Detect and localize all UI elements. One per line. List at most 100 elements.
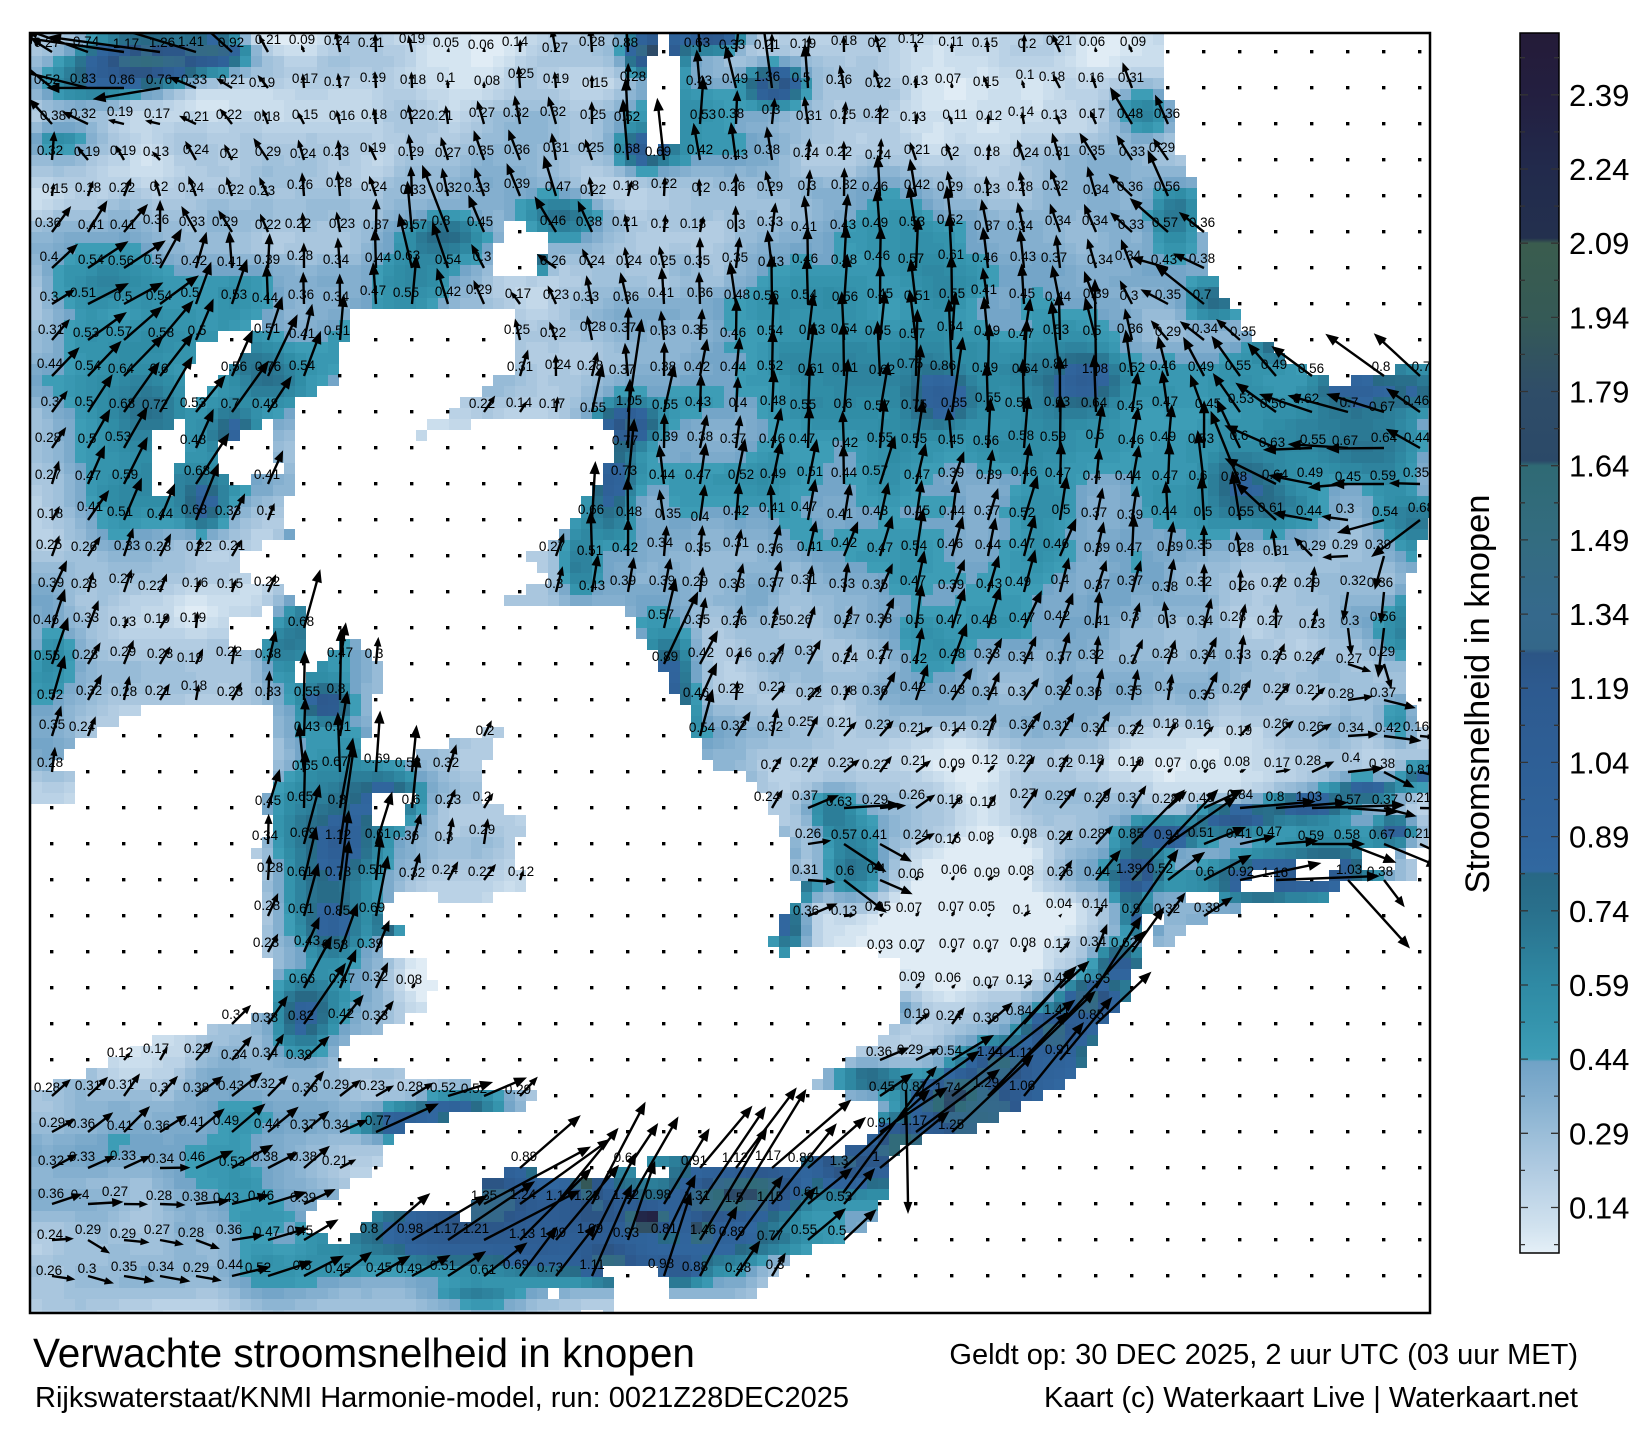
svg-text:0.15: 0.15	[582, 75, 608, 90]
svg-text:0.17: 0.17	[1264, 755, 1290, 770]
svg-text:0.36: 0.36	[216, 1222, 242, 1237]
svg-text:0.38: 0.38	[1367, 864, 1393, 879]
svg-text:0.62: 0.62	[1293, 391, 1319, 406]
svg-text:0.28: 0.28	[1007, 179, 1033, 194]
svg-text:0.3: 0.3	[727, 217, 746, 232]
svg-text:0.3: 0.3	[473, 249, 492, 264]
svg-text:0.06: 0.06	[1079, 34, 1105, 49]
svg-text:0.12: 0.12	[508, 864, 534, 879]
svg-text:0.48: 0.48	[252, 396, 278, 411]
svg-text:0.27: 0.27	[469, 105, 495, 120]
svg-text:0.26: 0.26	[1229, 578, 1255, 593]
svg-text:0.4: 0.4	[1083, 468, 1102, 483]
svg-text:0.36: 0.36	[1367, 575, 1393, 590]
svg-text:0.59: 0.59	[1569, 968, 1629, 1003]
svg-text:0.32: 0.32	[1042, 178, 1068, 193]
svg-text:0.41: 0.41	[289, 326, 315, 341]
svg-text:0.52: 0.52	[1147, 861, 1173, 876]
svg-text:0.22: 0.22	[400, 107, 426, 122]
svg-text:0.11: 0.11	[942, 107, 967, 122]
svg-text:0.47: 0.47	[900, 573, 926, 588]
svg-text:0.36: 0.36	[973, 1010, 999, 1025]
svg-text:0.53: 0.53	[826, 1189, 852, 1204]
svg-text:0.18: 0.18	[1078, 752, 1104, 767]
svg-text:0.32: 0.32	[70, 106, 96, 121]
svg-text:0.46: 0.46	[1403, 393, 1429, 408]
svg-text:0.51: 0.51	[70, 285, 96, 300]
svg-text:0.9: 0.9	[1122, 901, 1141, 916]
svg-text:0.22: 0.22	[255, 217, 281, 232]
svg-text:0.33: 0.33	[757, 214, 783, 229]
svg-text:0.28: 0.28	[37, 755, 63, 770]
svg-text:0.18: 0.18	[680, 216, 706, 231]
svg-text:0.29: 0.29	[466, 282, 492, 297]
svg-text:0.44: 0.44	[1115, 468, 1142, 483]
svg-text:0.41: 0.41	[107, 1118, 133, 1133]
svg-text:0.61: 0.61	[832, 360, 858, 375]
svg-text:0.08: 0.08	[396, 972, 422, 987]
svg-text:1.12: 1.12	[722, 1150, 748, 1165]
svg-text:0.59: 0.59	[972, 360, 998, 375]
svg-text:0.42: 0.42	[1044, 608, 1070, 623]
svg-text:1.29: 1.29	[973, 1075, 999, 1090]
svg-text:0.21: 0.21	[1046, 33, 1072, 48]
svg-text:0.48: 0.48	[971, 612, 997, 627]
svg-text:0.38: 0.38	[866, 611, 892, 626]
svg-text:0.29: 0.29	[75, 1222, 101, 1237]
svg-text:0.47: 0.47	[1045, 465, 1071, 480]
svg-text:0.24: 0.24	[579, 253, 606, 268]
svg-text:0.38: 0.38	[1194, 900, 1220, 915]
svg-text:0.23: 0.23	[359, 1078, 385, 1093]
svg-text:0.44: 0.44	[217, 1257, 244, 1272]
svg-text:0.41: 0.41	[254, 467, 280, 482]
svg-text:0.46: 0.46	[1011, 464, 1037, 479]
svg-text:0.19: 0.19	[1226, 723, 1252, 738]
svg-text:0.24: 0.24	[545, 357, 572, 372]
svg-text:0.08: 0.08	[1011, 826, 1037, 841]
svg-text:0.53: 0.53	[180, 395, 206, 410]
svg-text:0.58: 0.58	[1008, 428, 1034, 443]
svg-text:0.55: 0.55	[292, 758, 318, 773]
svg-text:0.24: 0.24	[290, 146, 317, 161]
svg-text:0.24: 0.24	[1294, 649, 1321, 664]
svg-text:1.11: 1.11	[579, 1257, 604, 1272]
svg-text:0.34: 0.34	[972, 684, 999, 699]
svg-text:0.34: 0.34	[148, 1259, 175, 1274]
svg-text:0.56: 0.56	[1154, 179, 1180, 194]
svg-text:0.19: 0.19	[790, 36, 816, 51]
svg-text:0.29: 0.29	[255, 144, 281, 159]
svg-text:0.6: 0.6	[1230, 428, 1249, 443]
svg-text:0.15: 0.15	[973, 74, 999, 89]
svg-text:0.61: 0.61	[288, 901, 314, 916]
svg-text:0.23: 0.23	[71, 576, 97, 591]
svg-text:0.66: 0.66	[578, 502, 604, 517]
svg-text:0.26: 0.26	[795, 826, 821, 841]
svg-text:0.53: 0.53	[221, 287, 247, 302]
svg-text:0.17: 0.17	[324, 74, 350, 89]
svg-text:0.98: 0.98	[645, 1187, 671, 1202]
svg-text:0.68: 0.68	[184, 463, 210, 478]
svg-text:0.32: 0.32	[76, 683, 102, 698]
svg-text:0.39: 0.39	[649, 573, 675, 588]
svg-text:0.8: 0.8	[328, 792, 347, 807]
svg-text:0.33: 0.33	[73, 610, 99, 625]
svg-text:0.44: 0.44	[1045, 289, 1072, 304]
svg-text:0.32: 0.32	[1078, 647, 1104, 662]
svg-text:0.33: 0.33	[719, 576, 745, 591]
svg-text:0.34: 0.34	[221, 1047, 248, 1062]
svg-text:0.18: 0.18	[37, 506, 63, 521]
svg-text:0.31: 0.31	[1263, 543, 1289, 558]
svg-text:0.26: 0.26	[1298, 719, 1324, 734]
svg-text:0.21: 0.21	[1404, 826, 1430, 841]
svg-text:0.22: 0.22	[285, 216, 311, 231]
svg-text:0.28: 0.28	[326, 175, 352, 190]
svg-text:0.07: 0.07	[939, 936, 965, 951]
svg-text:0.3: 0.3	[41, 394, 60, 409]
svg-text:0.32: 0.32	[721, 718, 747, 733]
svg-text:0.21: 0.21	[427, 108, 453, 123]
svg-text:0.6: 0.6	[150, 361, 169, 376]
svg-text:0.46: 0.46	[864, 248, 890, 263]
svg-text:0.57: 0.57	[862, 463, 888, 478]
svg-text:0.35: 0.35	[39, 717, 65, 732]
svg-text:0.28: 0.28	[257, 860, 283, 875]
